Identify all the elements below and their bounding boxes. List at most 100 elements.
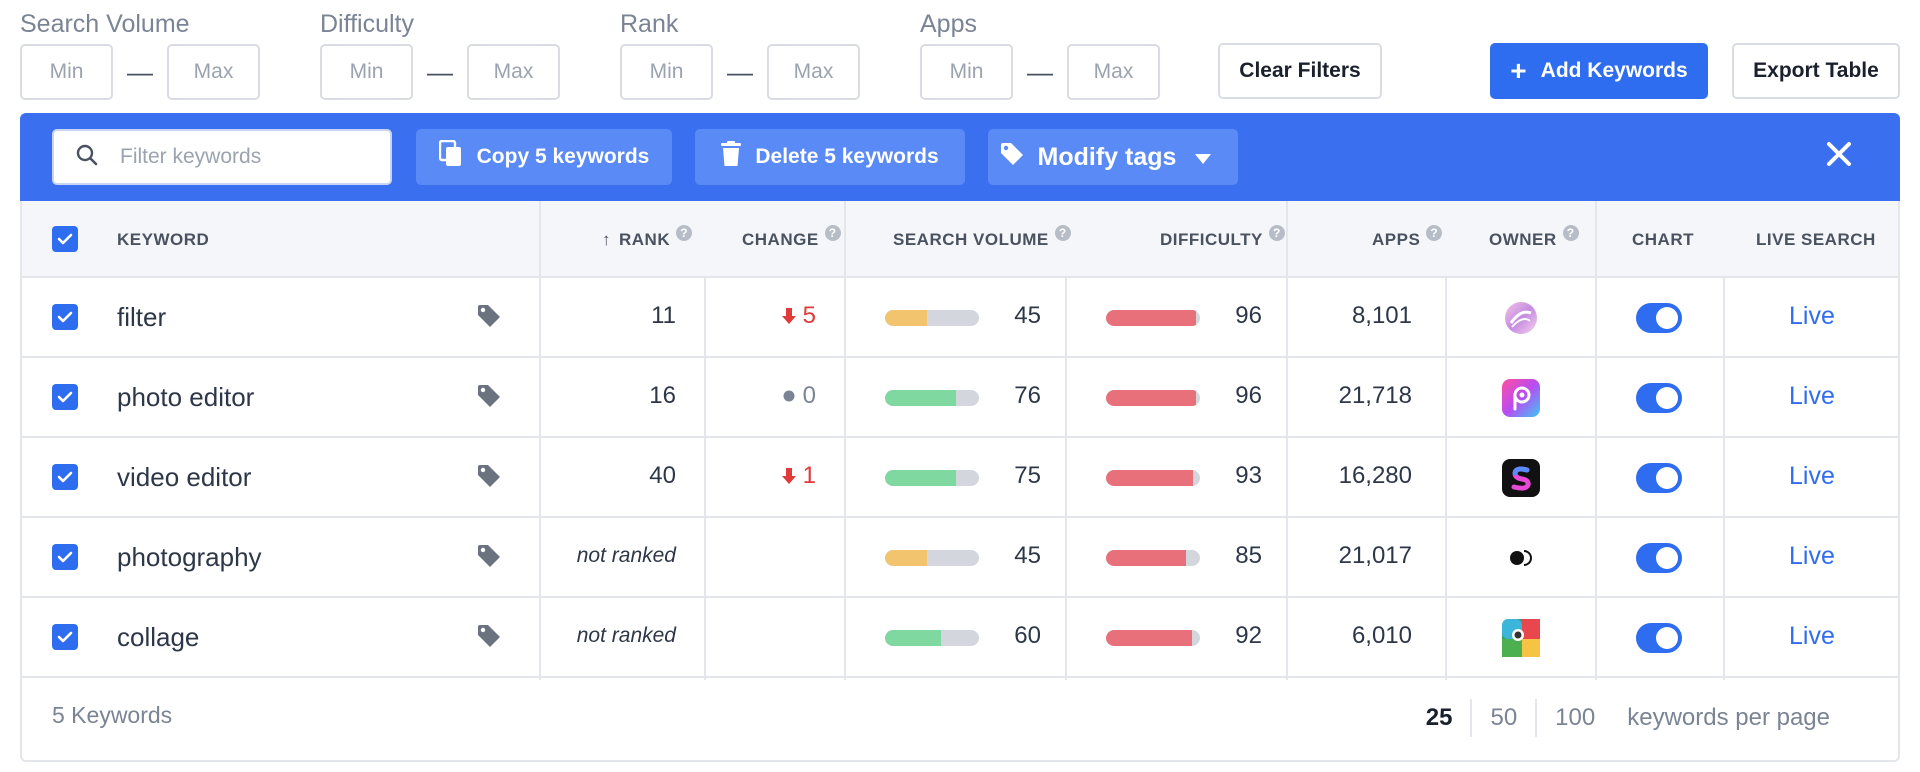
difficulty-header[interactable]: DIFFICULTY?	[1160, 201, 1285, 278]
select-all-checkbox[interactable]	[52, 226, 78, 252]
clear-filters-button[interactable]: Clear Filters	[1218, 43, 1382, 99]
tag-icon[interactable]	[477, 544, 501, 573]
keyword-header[interactable]: KEYWORD	[117, 229, 210, 249]
close-icon[interactable]	[1826, 141, 1852, 172]
difficulty-value: 96	[1235, 302, 1262, 329]
search-volume-bar	[885, 550, 979, 566]
difficulty-value: 93	[1235, 462, 1262, 489]
table-row: video editor 40 1 75 93 16,280 Live	[22, 438, 1898, 518]
filter-label: Difficulty	[320, 10, 415, 38]
max-input[interactable]: Max	[467, 44, 560, 100]
difficulty-value: 85	[1235, 542, 1262, 569]
page-size-25[interactable]: 25	[1425, 704, 1453, 731]
bulk-action-bar: Copy 5 keywords Delete 5 keywords Modify…	[20, 113, 1900, 201]
tag-icon[interactable]	[477, 624, 501, 653]
search-volume-fill	[885, 470, 956, 486]
splice-app-icon[interactable]	[1502, 459, 1540, 497]
min-input[interactable]: Min	[920, 44, 1013, 100]
table-row: filter 11 5 45 96 8,101 Live	[22, 278, 1898, 358]
range-dash: —	[1027, 56, 1053, 87]
search-volume-value: 45	[1014, 542, 1041, 569]
apps-value: 16,280	[1338, 462, 1412, 489]
filter-keywords-input[interactable]	[118, 144, 358, 170]
live-search-link[interactable]: Live	[1789, 302, 1835, 330]
row-checkbox[interactable]	[52, 624, 78, 650]
row-checkbox[interactable]	[52, 464, 78, 490]
table-footer: 5 Keywords 25 50 100 keywords per page	[22, 678, 1898, 760]
add-keywords-button[interactable]: + Add Keywords	[1490, 43, 1708, 99]
chart-toggle[interactable]	[1636, 463, 1682, 493]
help-icon[interactable]: ?	[1268, 224, 1285, 241]
apps-value: 21,017	[1338, 542, 1412, 569]
page-size-50[interactable]: 50	[1490, 704, 1518, 731]
chart-toggle[interactable]	[1636, 303, 1682, 333]
min-input[interactable]: Min	[320, 44, 413, 100]
chart-toggle[interactable]	[1636, 543, 1682, 573]
live-search-link[interactable]: Live	[1789, 622, 1835, 650]
live-search-link[interactable]: Live	[1789, 542, 1835, 570]
export-table-button[interactable]: Export Table	[1732, 43, 1900, 99]
difficulty-bar	[1106, 470, 1200, 486]
delete-keywords-button[interactable]: Delete 5 keywords	[695, 129, 965, 185]
search-volume-value: 45	[1014, 302, 1041, 329]
rank-header[interactable]: ↑ RANK?	[602, 201, 693, 278]
live-search-link[interactable]: Live	[1789, 382, 1835, 410]
search-volume-bar	[885, 630, 979, 646]
tag-icon[interactable]	[477, 464, 501, 493]
tag-icon[interactable]	[477, 384, 501, 413]
keywords-table: KEYWORD ↑ RANK? CHANGE? SEARCH VOLUME? D…	[20, 201, 1900, 762]
row-checkbox[interactable]	[52, 544, 78, 570]
change-value: 1	[781, 462, 816, 490]
delete-keywords-label: Delete 5 keywords	[755, 145, 939, 168]
min-input[interactable]: Min	[20, 44, 113, 100]
tag-icon[interactable]	[477, 304, 501, 333]
owner-header[interactable]: OWNER?	[1489, 201, 1579, 278]
moon-app-icon[interactable]	[1502, 539, 1540, 577]
row-checkbox[interactable]	[52, 384, 78, 410]
modify-tags-dropdown[interactable]: Modify tags	[988, 129, 1238, 185]
max-input[interactable]: Max	[167, 44, 260, 100]
help-icon[interactable]: ?	[1426, 224, 1443, 241]
keyword-text: video editor	[117, 462, 252, 492]
live-search-link[interactable]: Live	[1789, 462, 1835, 490]
page-size-100[interactable]: 100	[1555, 704, 1596, 731]
max-input[interactable]: Max	[767, 44, 860, 100]
difficulty-value: 96	[1235, 382, 1262, 409]
help-icon[interactable]: ?	[824, 224, 841, 241]
filter-bar: Search Volume Min — Max Difficulty Min —…	[20, 0, 1900, 100]
search-volume-header[interactable]: SEARCH VOLUME?	[893, 201, 1071, 278]
help-icon[interactable]: ?	[676, 224, 693, 241]
live-search-header: LIVE SEARCH	[1756, 229, 1876, 249]
chart-toggle[interactable]	[1636, 623, 1682, 653]
keyword-count: 5 Keywords	[52, 702, 173, 728]
keyword-text: collage	[117, 622, 200, 652]
search-volume-fill	[885, 550, 927, 566]
difficulty-fill	[1106, 310, 1196, 326]
column-divider	[1445, 278, 1447, 680]
picsart-app-icon[interactable]	[1502, 379, 1540, 417]
rank-filter: Rank Min — Max	[620, 8, 860, 100]
min-input[interactable]: Min	[620, 44, 713, 100]
row-checkbox[interactable]	[52, 304, 78, 330]
difficulty-value: 92	[1235, 622, 1262, 649]
table-row: photography not ranked 45 85 21,017 Live	[22, 518, 1898, 598]
change-header[interactable]: CHANGE?	[742, 201, 841, 278]
caret-down-icon	[1194, 143, 1226, 172]
filter-keywords-field[interactable]	[52, 129, 392, 185]
help-icon[interactable]: ?	[1054, 224, 1071, 241]
chart-header: CHART	[1632, 229, 1694, 249]
difficulty-bar	[1106, 630, 1200, 646]
chart-toggle[interactable]	[1636, 383, 1682, 413]
apps-header[interactable]: APPS?	[1372, 201, 1443, 278]
max-input[interactable]: Max	[1067, 44, 1160, 100]
collage-app-icon[interactable]	[1502, 619, 1540, 657]
search-icon	[76, 144, 98, 171]
search-volume-fill	[885, 630, 941, 646]
column-divider	[704, 278, 706, 680]
copy-keywords-button[interactable]: Copy 5 keywords	[416, 129, 672, 185]
apps-value: 8,101	[1351, 302, 1412, 329]
search-volume-value: 75	[1014, 462, 1041, 489]
keyword-text: photo editor	[117, 382, 255, 412]
swirl-app-icon[interactable]	[1502, 299, 1540, 337]
help-icon[interactable]: ?	[1562, 224, 1579, 241]
